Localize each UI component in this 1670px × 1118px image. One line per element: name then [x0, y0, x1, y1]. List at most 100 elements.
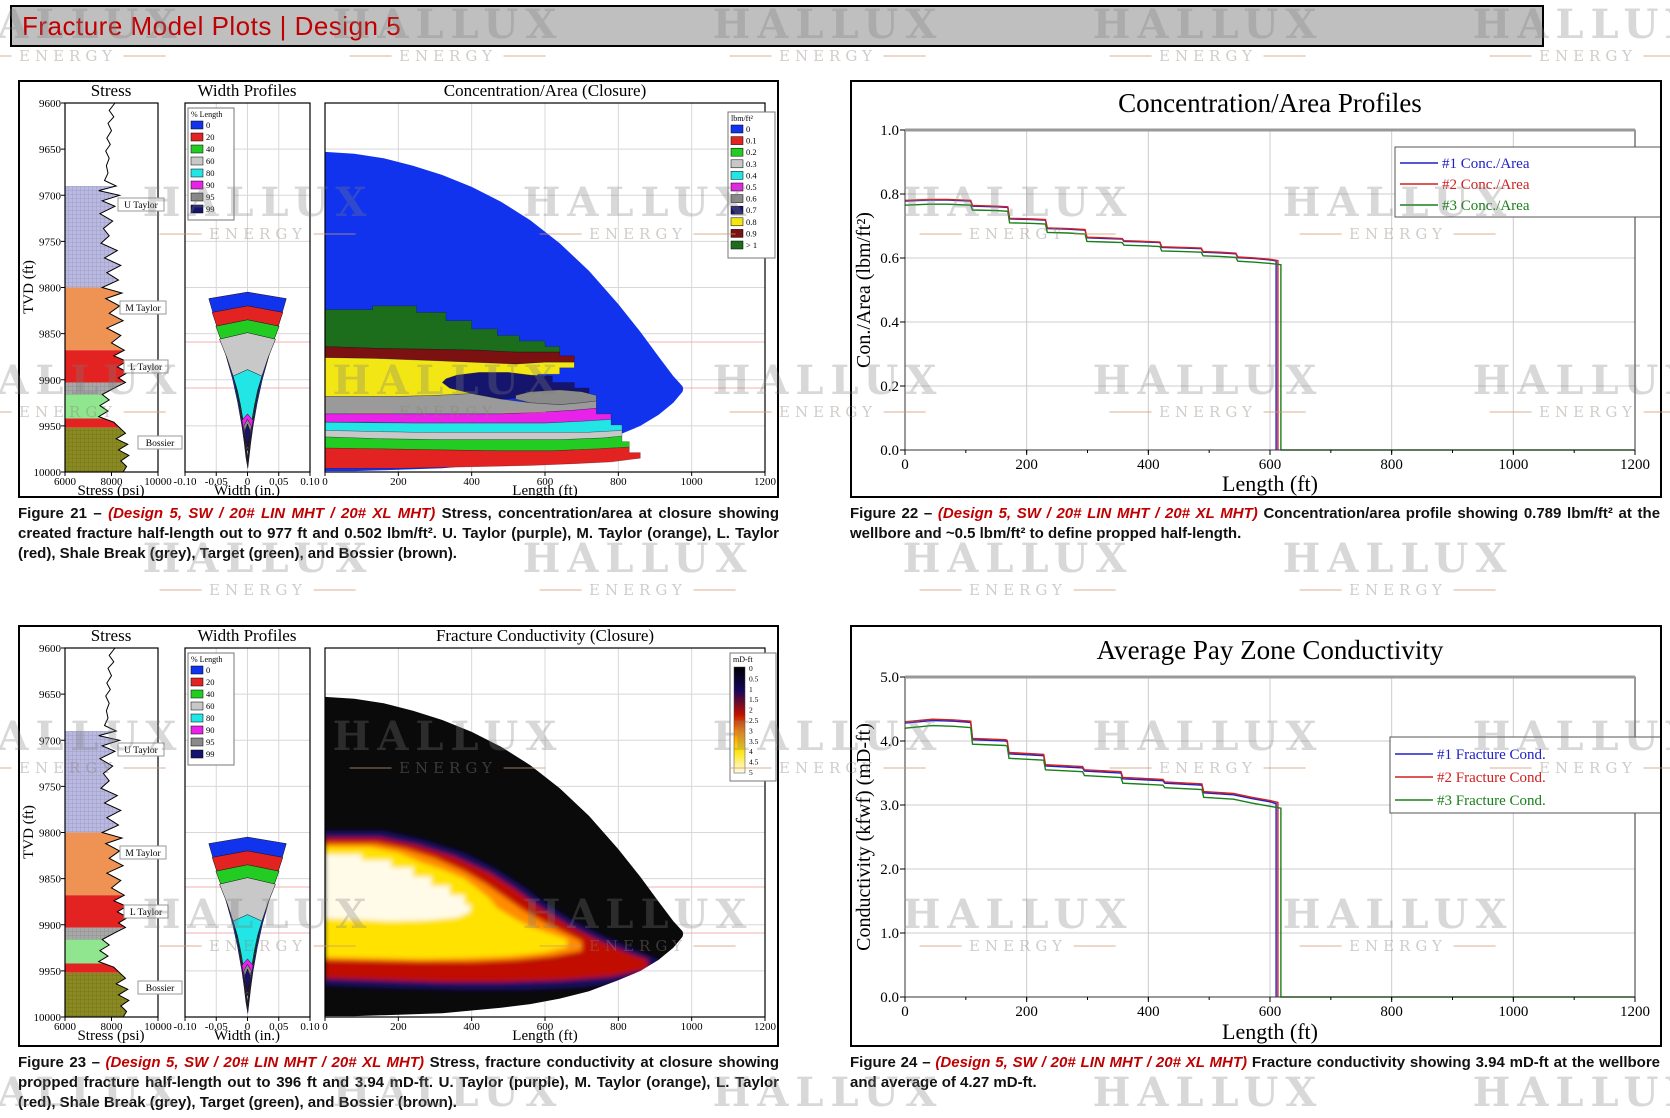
tick-label: 0	[322, 476, 328, 488]
tick-label: 6000	[54, 1021, 77, 1033]
figure22-panel: Concentration/Area Profiles Con./Area (l…	[850, 80, 1664, 498]
tick-label: 9750	[39, 781, 62, 793]
legend-swatch	[190, 725, 204, 735]
legend-label: 0.3	[746, 159, 757, 169]
legend-label: 80	[206, 713, 215, 723]
legend-label: 0	[206, 120, 210, 130]
caption-text: Stress, fracture conductivity at closure…	[18, 1054, 780, 1111]
legend-label: 99	[206, 749, 215, 759]
tick-label: 9850	[39, 874, 62, 886]
legend-label: 0.9	[746, 228, 757, 238]
tick-label: 10000	[34, 467, 62, 479]
caption-design: (Design 5, SW / 20# LIN MHT / 20# XL MHT…	[935, 1054, 1247, 1071]
legend-swatch	[730, 194, 744, 203]
tick-label: 9800	[39, 283, 62, 295]
tick-label: 0.05	[269, 1021, 289, 1033]
fig22-title: Concentration/Area Profiles	[1118, 88, 1422, 118]
conc-legend-swatches: 0 0.10.2 0.30.4 0.5 0.60.7 0.80.9 > 1	[730, 124, 757, 250]
legend-swatch	[190, 120, 204, 130]
tick-label: 400	[463, 1021, 480, 1033]
figure24-caption: Figure 24 – (Design 5, SW / 20# LIN MHT …	[850, 1053, 1660, 1093]
tick-label: 2.0	[880, 862, 899, 878]
zone-hatch	[65, 382, 158, 395]
caption-text: Concentration/area profile showing 0.789…	[850, 505, 1661, 542]
colorbar-title: mD-ft	[733, 655, 753, 664]
tick-label: 200	[390, 1021, 407, 1033]
tick-label: 0.10	[300, 476, 320, 488]
legend-entry: #3 Fracture Cond.	[1437, 793, 1546, 809]
contour-region	[324, 305, 561, 353]
tick-label: 0.2	[880, 379, 899, 395]
tick-label: 1200	[1620, 1004, 1650, 1020]
page-title: Fracture Model Plots | Design 5	[22, 10, 402, 41]
caption-text: Stress, concentration/area at closure sh…	[18, 505, 779, 562]
stress-white-mask	[98, 648, 158, 1017]
zone-label-mtaylor: M Taylor	[125, 304, 161, 314]
tick-label: 400	[1137, 1004, 1160, 1020]
figure21-svg: Stress TVD (ft) 9600 9650 9700 9750 9800 9850…	[21, 81, 777, 499]
tick-label: 1000	[681, 1021, 704, 1033]
legend-swatch	[190, 180, 204, 190]
fig24-legend-box	[1389, 736, 1663, 814]
zone-label-utaylor: U Taylor	[124, 746, 159, 756]
fig24-title: Average Pay Zone Conductivity	[1097, 635, 1444, 665]
tick-label: 4.0	[880, 734, 899, 750]
width-profile-99	[244, 968, 251, 992]
zone-label-ltaylor: L Taylor	[130, 908, 163, 918]
width-xlabel: Width (in.)	[214, 1028, 280, 1044]
contour-region	[324, 435, 630, 452]
legend-swatch	[730, 229, 744, 238]
caption-design: (Design 5, SW / 20# LIN MHT / 20# XL MHT…	[105, 1054, 425, 1071]
conductivity-hot-regions	[325, 830, 666, 991]
tick-label: 1000	[1498, 1004, 1528, 1020]
legend-swatch	[190, 665, 204, 675]
legend-label: 0.4	[746, 170, 757, 180]
tick-label: 9950	[39, 966, 62, 978]
tick-label: 10000	[34, 1012, 62, 1024]
legend-entry: #2 Fracture Cond.	[1437, 770, 1546, 786]
tick-label: 600	[537, 1021, 554, 1033]
tick-label: 0.5	[749, 674, 759, 683]
zone-label-utaylor: U Taylor	[124, 201, 159, 211]
legend-entry: #1 Conc./Area	[1442, 156, 1530, 172]
tick-label: 0.10	[300, 1021, 320, 1033]
tick-label: 2.5	[749, 716, 759, 725]
contour-region	[325, 854, 471, 922]
figure24-svg: Average Pay Zone Conductivity Conductivi…	[853, 635, 1663, 1044]
tick-label: 0.4	[880, 315, 899, 331]
tick-label: 9800	[39, 828, 62, 840]
legend-label: 90	[206, 180, 215, 190]
width-profiles-subplot: Width Profiles -0.10 -0.05 0 0.05 0.10 Width…	[174, 626, 321, 1044]
pay-zone-cond-series	[904, 718, 1635, 998]
fracture-conductivity-subplot: Fracture Conductivity (Closure) 0 200 400 6…	[322, 626, 777, 1044]
tick-label: 9600	[39, 643, 62, 655]
#3 Conc./Area-line	[904, 203, 1635, 451]
zone-label-box	[123, 904, 169, 919]
fig22-ylabel: Con./Area (lbm/ft²)	[853, 212, 875, 368]
figure21-caption: Figure 21 – (Design 5, SW / 20# LIN MHT …	[18, 504, 779, 563]
tick-label: 5	[749, 768, 753, 777]
legend-label: 60	[206, 156, 215, 166]
legend-label: > 1	[746, 240, 757, 250]
stress-log-curve	[97, 102, 130, 473]
tick-label: 1200	[754, 1021, 777, 1033]
legend-swatch	[730, 124, 744, 134]
tick-label: 0	[245, 476, 251, 488]
legend-label: 0.7	[746, 205, 757, 215]
stress-white-mask	[98, 103, 158, 472]
width-profile-layers	[208, 291, 287, 469]
legend-label: 0	[746, 124, 750, 134]
legend-label: 0.6	[746, 194, 757, 204]
caption-label: Figure 24 –	[850, 1054, 931, 1071]
width-legend-swatches: 0 20 40 60 80 90 95 99	[190, 665, 215, 759]
zone-label-box	[123, 359, 169, 374]
stress-log-line	[97, 647, 130, 1018]
tick-label: 600	[1259, 457, 1282, 473]
legend-swatch	[730, 240, 744, 250]
stress-subplot: Stress TVD (ft) 9600 9650 9700 9750 9800 9850…	[21, 626, 183, 1044]
legend-swatch	[190, 713, 204, 723]
stress-xlabel: Stress (psi)	[77, 483, 144, 496]
tick-label: 800	[1380, 457, 1403, 473]
